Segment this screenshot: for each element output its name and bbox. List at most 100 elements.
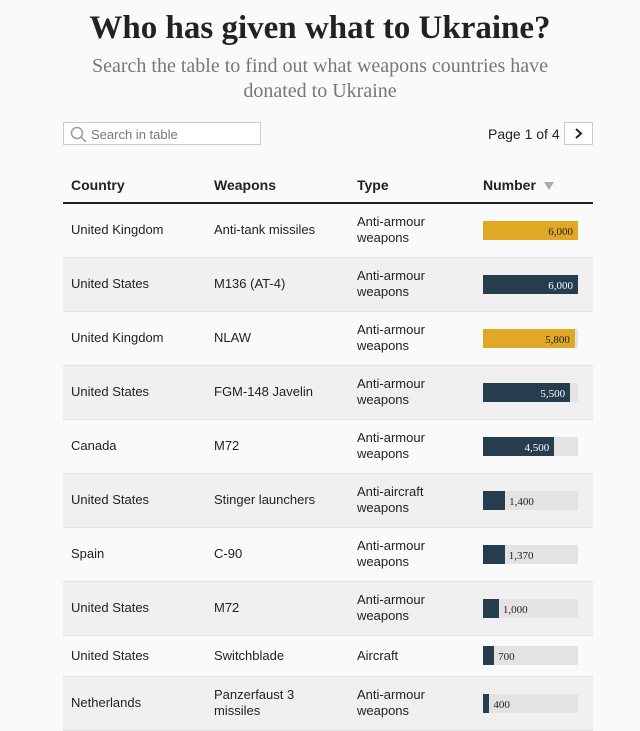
number-cell: 6,000: [475, 257, 593, 312]
table-row: United States M136 (AT-4) Anti-armour weap…: [63, 257, 593, 312]
bar: [483, 436, 555, 456]
type-cell: Anti-armour weapons: [349, 676, 475, 731]
bar-track: 6,000: [483, 220, 578, 240]
bar-track: 1,370: [483, 544, 578, 564]
number-cell: 6,000: [475, 203, 593, 258]
number-cell: 1,000: [475, 581, 593, 636]
bar-track: 1,400: [483, 490, 578, 510]
table-body: United Kingdom Anti-tank missiles Anti-arm…: [63, 203, 593, 731]
country-cell: Spain: [71, 546, 105, 561]
bar-track: 5,800: [483, 328, 578, 348]
country-cell: Canada: [71, 438, 117, 453]
table-row: United States Switchblade Aircraft 700: [63, 636, 593, 677]
bar-track: 6,000: [483, 274, 578, 294]
bar: [483, 328, 575, 348]
column-header-label: Country: [71, 177, 125, 193]
country-cell: United States: [63, 257, 206, 312]
number-cell: 1,370: [475, 528, 593, 582]
value-label: 5,800: [545, 333, 570, 346]
country-cell: United States: [63, 473, 206, 528]
weapon-cell: C-90: [214, 546, 243, 561]
bar: [483, 544, 505, 564]
table-row: Spain C-90 Anti-armour weapons 1,370: [63, 528, 593, 582]
column-header: Weapons: [206, 168, 349, 204]
weapon-cell: M72: [206, 581, 349, 636]
number-cell: 5,500: [475, 365, 593, 420]
weapon-cell: Anti-tank missiles: [214, 222, 316, 237]
table-row: United States Stinger launchers Anti-aircr…: [63, 473, 593, 528]
country-cell: United States: [71, 647, 150, 663]
column-header: Number: [475, 168, 593, 204]
number-cell: 700: [475, 636, 593, 677]
type-cell: Anti-armour weapons: [357, 322, 425, 353]
bar-track: 1,000: [483, 598, 578, 618]
country-cell: United Kingdom: [71, 222, 164, 237]
bar: [483, 274, 578, 294]
value-label: 1,000: [502, 603, 528, 616]
value-label: 4,500: [524, 441, 550, 454]
value-label: 6,000: [548, 225, 573, 238]
type-cell: Anti-armour weapons: [357, 430, 425, 461]
chevron-icon: [575, 128, 583, 139]
column-header: Type: [349, 168, 475, 204]
weapon-cell: Stinger launchers: [206, 473, 349, 528]
title: Who has given what to Ukraine?: [89, 10, 551, 46]
weapon-cell: Switchblade: [214, 647, 285, 663]
bar-track: 700: [483, 646, 578, 665]
header-row: Country Weapons Type Number: [63, 168, 593, 204]
value-label: 400: [493, 698, 510, 711]
column-header-label: Type: [357, 177, 389, 193]
bar: [483, 598, 499, 618]
number-cell: 5,800: [475, 312, 593, 366]
table-row: United Kingdom Anti-tank missiles Anti-arm…: [63, 203, 593, 258]
weapon-cell: NLAW: [214, 330, 252, 345]
subtitle: Search the table to find out what weapon…: [92, 55, 548, 102]
value-label: 6,000: [548, 279, 573, 292]
value-label: 1,400: [509, 495, 534, 508]
bar: [483, 693, 490, 713]
number-cell: 1,400: [475, 473, 593, 528]
country-cell: United States: [63, 581, 206, 636]
search-box[interactable]: Search in table: [63, 122, 261, 145]
page-indicator: Page 1 of 4: [488, 126, 560, 142]
weapon-cell: M136 (AT-4): [206, 257, 349, 312]
type-cell: Anti-armour weapons: [357, 214, 425, 245]
weapon-cell: FGM-148 Javelin: [206, 365, 349, 420]
column-header-label: Weapons: [214, 177, 276, 193]
weapons-table: Country Weapons Type Number United Kingdom A…: [63, 168, 593, 731]
bar: [483, 646, 495, 665]
type-cell: Anti-armour weapons: [349, 365, 475, 420]
country-cell: United States: [63, 365, 206, 420]
bar-track: 5,500: [483, 382, 578, 402]
column-header-label: Number: [483, 177, 536, 193]
table-row: United Kingdom NLAW Anti-armour weapons 5,8…: [63, 312, 593, 366]
bar: [483, 220, 578, 240]
type-cell: Anti-armour weapons: [349, 257, 475, 312]
type-cell: Anti-aircraft weapons: [349, 473, 475, 528]
bar: [483, 490, 506, 510]
weapon-cell: Panzerfaust 3 missiles: [206, 676, 349, 731]
table-row: United States FGM-148 Javelin Anti-armour …: [63, 365, 593, 420]
type-cell: Anti-armour weapons: [357, 538, 425, 569]
value-label: 5,500: [540, 387, 566, 400]
search-icon: [70, 126, 87, 143]
bar-track: 4,500: [483, 436, 578, 456]
column-header: Country: [63, 168, 206, 204]
table-row: Canada M72 Anti-armour weapons 4,500: [63, 420, 593, 474]
type-cell: Anti-armour weapons: [349, 581, 475, 636]
country-cell: Netherlands: [63, 676, 206, 731]
weapon-cell: M72: [214, 438, 240, 453]
value-label: 700: [498, 651, 515, 663]
next-page-button[interactable]: [564, 122, 593, 145]
search-placeholder: Search in table: [91, 127, 178, 142]
bar: [483, 382, 571, 402]
sort-indicator: [543, 182, 554, 190]
type-cell: Aircraft: [357, 647, 399, 663]
bar-track: 400: [483, 693, 578, 713]
value-label: 1,370: [508, 549, 534, 562]
table-row: United States M72 Anti-armour weapons 1,000: [63, 581, 593, 636]
number-cell: 400: [475, 676, 593, 731]
table-row: Netherlands Panzerfaust 3 missiles Anti-ar…: [63, 676, 593, 731]
number-cell: 4,500: [475, 420, 593, 474]
